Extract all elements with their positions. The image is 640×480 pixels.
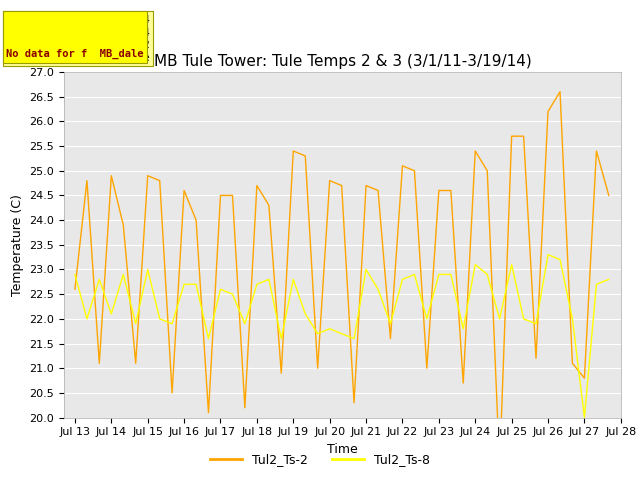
Text: No data for f  Tul2_Tw4
No data for f  Tul3_Tw4
No data for f  Tul3_Ts2
No data : No data for f Tul2_Tw4 No data for f Tul…: [6, 14, 150, 63]
Title: MB Tule Tower: Tule Temps 2 & 3 (3/1/11-3/19/14): MB Tule Tower: Tule Temps 2 & 3 (3/1/11-…: [154, 54, 531, 70]
Text: No data for f  MB_dale: No data for f MB_dale: [6, 14, 144, 60]
Tul2_Ts-2: [605, 192, 612, 198]
Tul2_Ts-8: [326, 326, 333, 332]
Tul2_Ts-2: [265, 203, 273, 208]
Tul2_Ts-2: [532, 356, 540, 361]
Tul2_Ts-2: [387, 336, 394, 341]
Tul2_Ts-8: [496, 316, 504, 322]
Tul2_Ts-8: [580, 415, 588, 420]
Tul2_Ts-8: [192, 281, 200, 287]
Tul2_Ts-2: [71, 287, 79, 292]
Tul2_Ts-8: [399, 276, 406, 282]
Tul2_Ts-2: [423, 365, 431, 371]
Tul2_Ts-2: [580, 375, 588, 381]
X-axis label: Time: Time: [327, 443, 358, 456]
Tul2_Ts-8: [95, 276, 103, 282]
Tul2_Ts-8: [241, 321, 249, 327]
Tul2_Ts-2: [483, 168, 491, 174]
Tul2_Ts-2: [472, 148, 479, 154]
Tul2_Ts-8: [314, 331, 321, 336]
Tul2_Ts-8: [205, 336, 212, 341]
Tul2_Ts-8: [120, 272, 127, 277]
Tul2_Ts-8: [447, 272, 454, 277]
Tul2_Ts-2: [544, 108, 552, 114]
Tul2_Ts-8: [71, 272, 79, 277]
Tul2_Ts-2: [593, 148, 600, 154]
Tul2_Ts-8: [217, 287, 225, 292]
Tul2_Ts-8: [301, 311, 309, 317]
Tul2_Ts-2: [460, 380, 467, 386]
Tul2_Ts-8: [460, 326, 467, 332]
Tul2_Ts-8: [435, 272, 443, 277]
Tul2_Ts-8: [472, 262, 479, 267]
Tul2_Ts-2: [277, 370, 285, 376]
Tul2_Ts-2: [83, 178, 91, 183]
Tul2_Ts-2: [108, 173, 115, 179]
Tul2_Ts-8: [423, 316, 431, 322]
Tul2_Ts-2: [301, 153, 309, 159]
Line: Tul2_Ts-2: Tul2_Ts-2: [75, 92, 609, 467]
Y-axis label: Temperature (C): Temperature (C): [11, 194, 24, 296]
Tul2_Ts-8: [556, 257, 564, 263]
Legend: Tul2_Ts-2, Tul2_Ts-8: Tul2_Ts-2, Tul2_Ts-8: [205, 448, 435, 471]
Tul2_Ts-2: [228, 192, 236, 198]
Tul2_Ts-2: [496, 464, 504, 470]
Tul2_Ts-8: [593, 281, 600, 287]
Tul2_Ts-8: [108, 311, 115, 317]
Tul2_Ts-2: [289, 148, 297, 154]
Tul2_Ts-8: [144, 266, 152, 272]
Tul2_Ts-2: [399, 163, 406, 168]
Tul2_Ts-2: [338, 183, 346, 189]
Tul2_Ts-2: [350, 400, 358, 406]
Tul2_Ts-2: [374, 188, 382, 193]
Tul2_Ts-8: [520, 316, 527, 322]
Tul2_Ts-2: [156, 178, 164, 183]
Tul2_Ts-8: [132, 321, 140, 327]
Tul2_Ts-2: [132, 360, 140, 366]
Tul2_Ts-8: [532, 321, 540, 327]
Tul2_Ts-2: [508, 133, 515, 139]
Tul2_Ts-8: [168, 321, 176, 327]
Tul2_Ts-2: [253, 183, 260, 189]
Tul2_Ts-2: [556, 89, 564, 95]
Tul2_Ts-2: [447, 188, 454, 193]
Tul2_Ts-2: [411, 168, 419, 174]
Tul2_Ts-8: [253, 281, 260, 287]
Tul2_Ts-2: [180, 188, 188, 193]
Tul2_Ts-8: [228, 291, 236, 297]
Tul2_Ts-8: [544, 252, 552, 258]
Tul2_Ts-8: [265, 276, 273, 282]
Tul2_Ts-8: [483, 272, 491, 277]
Tul2_Ts-8: [568, 316, 576, 322]
Tul2_Ts-8: [411, 272, 419, 277]
Tul2_Ts-8: [362, 266, 370, 272]
Line: Tul2_Ts-8: Tul2_Ts-8: [75, 255, 609, 418]
Tul2_Ts-2: [568, 360, 576, 366]
Tul2_Ts-2: [520, 133, 527, 139]
Tul2_Ts-2: [120, 222, 127, 228]
Tul2_Ts-8: [374, 287, 382, 292]
Tul2_Ts-2: [144, 173, 152, 179]
Tul2_Ts-2: [362, 183, 370, 189]
Tul2_Ts-2: [217, 192, 225, 198]
Tul2_Ts-8: [508, 262, 515, 267]
Tul2_Ts-2: [435, 188, 443, 193]
Tul2_Ts-8: [350, 336, 358, 341]
Tul2_Ts-8: [277, 336, 285, 341]
Tul2_Ts-8: [83, 316, 91, 322]
Tul2_Ts-2: [192, 217, 200, 223]
Tul2_Ts-8: [387, 321, 394, 327]
Tul2_Ts-2: [168, 390, 176, 396]
Tul2_Ts-8: [156, 316, 164, 322]
Tul2_Ts-8: [180, 281, 188, 287]
Tul2_Ts-2: [326, 178, 333, 183]
Tul2_Ts-8: [289, 276, 297, 282]
Tul2_Ts-2: [314, 365, 321, 371]
Tul2_Ts-2: [205, 410, 212, 416]
Tul2_Ts-8: [338, 331, 346, 336]
Tul2_Ts-8: [605, 276, 612, 282]
Tul2_Ts-2: [95, 360, 103, 366]
Tul2_Ts-2: [241, 405, 249, 410]
